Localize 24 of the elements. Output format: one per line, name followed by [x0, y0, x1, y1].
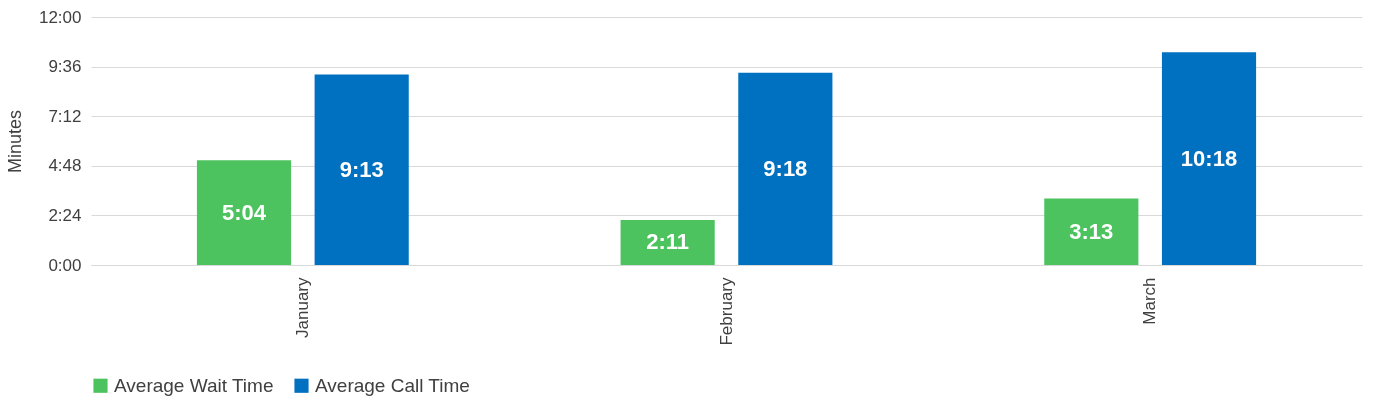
bar — [314, 74, 409, 265]
bar — [1044, 198, 1139, 265]
legend-label: Average Wait Time — [114, 374, 274, 396]
bar — [738, 72, 833, 265]
data-label: 9:13 — [339, 156, 384, 182]
y-tick-label: 2:24 — [48, 205, 82, 225]
data-label: 2:11 — [646, 229, 690, 255]
bar — [196, 160, 292, 265]
data-label: 10:18 — [1180, 145, 1238, 171]
data-label: 9:18 — [763, 155, 808, 181]
y-tick-label: 12:00 — [38, 7, 82, 27]
bar — [1161, 52, 1257, 265]
x-tick-label: February — [716, 277, 736, 346]
y-tick-label: 9:36 — [48, 57, 82, 77]
y-axis-title: Minutes — [4, 109, 25, 174]
x-tick-label: March — [1140, 277, 1160, 325]
y-tick-label: 4:48 — [48, 156, 82, 176]
data-label: 3:13 — [1069, 218, 1114, 244]
bar — [620, 219, 715, 265]
y-tick-label: 7:12 — [48, 106, 82, 126]
x-tick-label: January — [292, 277, 312, 338]
legend-label: Average Call Time — [315, 374, 470, 396]
data-label: 5:04 — [221, 199, 267, 225]
y-tick-label: 0:00 — [48, 255, 82, 275]
